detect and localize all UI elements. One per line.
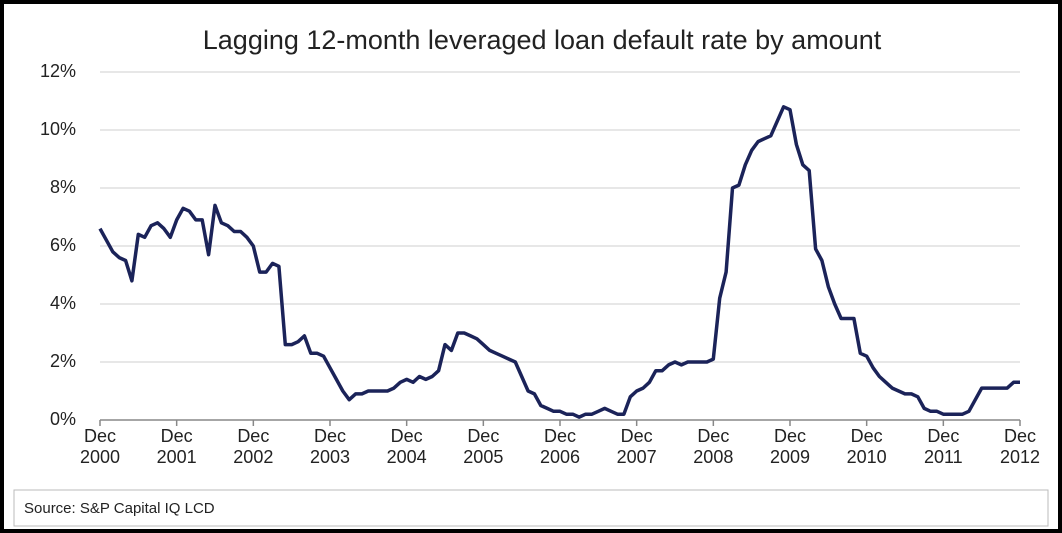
y-tick-label: 4% [50,293,76,313]
source: Source: S&P Capital IQ LCD [24,500,215,517]
x-tick-label: Dec 2003 [309,426,351,467]
y-tick-label: 2% [50,351,76,371]
x-tick-label: Dec 2004 [386,426,427,467]
x-tick-label: Dec 2005 [463,426,504,467]
chart-title: Lagging 12-month leveraged loan default … [203,25,882,55]
x-tick-label: Dec 2001 [156,426,197,467]
x-tick-label: Dec 2010 [846,426,887,467]
x-tick-label: Dec 2007 [616,426,657,467]
x-tick-label: Dec 2012 [999,426,1041,467]
source-box [13,489,1049,527]
x-tick-label: Dec 2008 [693,426,734,467]
x-tick-label: Dec 2000 [79,426,121,467]
x-tick-label: Dec 2009 [769,426,811,467]
y-tick-label: 0% [50,409,76,429]
x-tick-label: Dec 2011 [923,426,963,467]
y-tick-label: 6% [50,235,76,255]
x-tick-label: Dec 2006 [539,426,581,467]
line-series [98,105,1020,419]
y-tick-label: 10% [40,119,76,139]
y-tick-label: 12% [40,61,76,81]
x-tick-label: Dec 2002 [233,426,274,467]
y-tick-label: 8% [50,177,76,197]
